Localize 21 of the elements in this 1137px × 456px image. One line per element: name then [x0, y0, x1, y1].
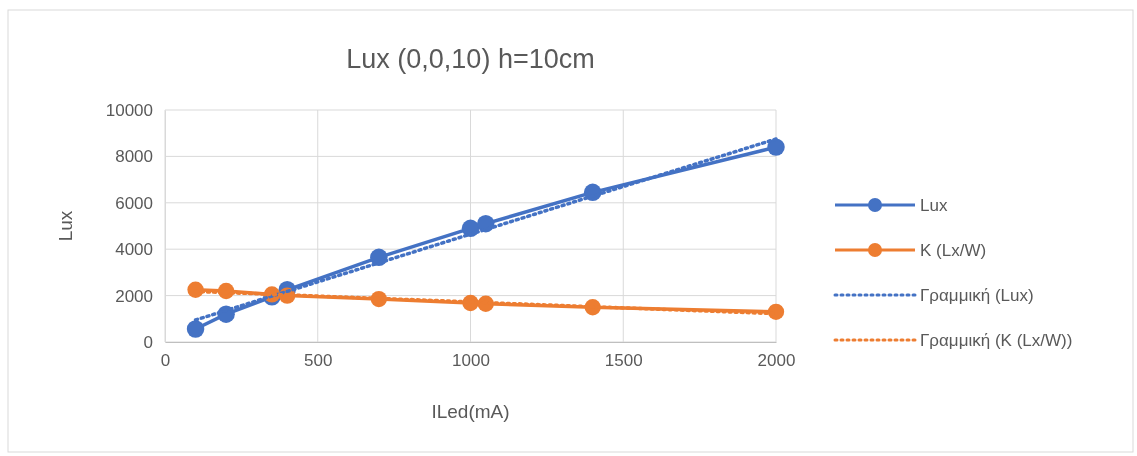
- x-axis-title: ILed(mA): [431, 401, 510, 422]
- point: [767, 303, 785, 320]
- legend-label: Lux: [920, 196, 948, 215]
- chart-title: Lux (0,0,10) h=10cm: [346, 44, 595, 74]
- y-tick-label: 0: [143, 332, 153, 352]
- y-tick-label: 6000: [115, 193, 153, 213]
- point: [186, 320, 205, 338]
- x-tick-label: 2000: [757, 351, 796, 371]
- x-tick-label: 1500: [604, 351, 643, 371]
- y-tick-label: 2000: [115, 286, 153, 306]
- y-tick-label: 10000: [105, 100, 153, 120]
- x-tick-label: 0: [160, 351, 171, 371]
- x-tick-label: 1000: [452, 351, 490, 371]
- y-tick-label: 4000: [115, 240, 153, 260]
- point: [767, 138, 785, 156]
- legend-label: K (Lx/W): [920, 241, 987, 260]
- legend-label: Γραμμική (K (Lx/W)): [920, 331, 1073, 350]
- legend-label: Γραμμική (Lux): [920, 286, 1034, 305]
- y-tick-label: 8000: [115, 147, 153, 167]
- y-axis-title: Lux: [55, 210, 76, 242]
- x-tick-label: 500: [304, 351, 333, 371]
